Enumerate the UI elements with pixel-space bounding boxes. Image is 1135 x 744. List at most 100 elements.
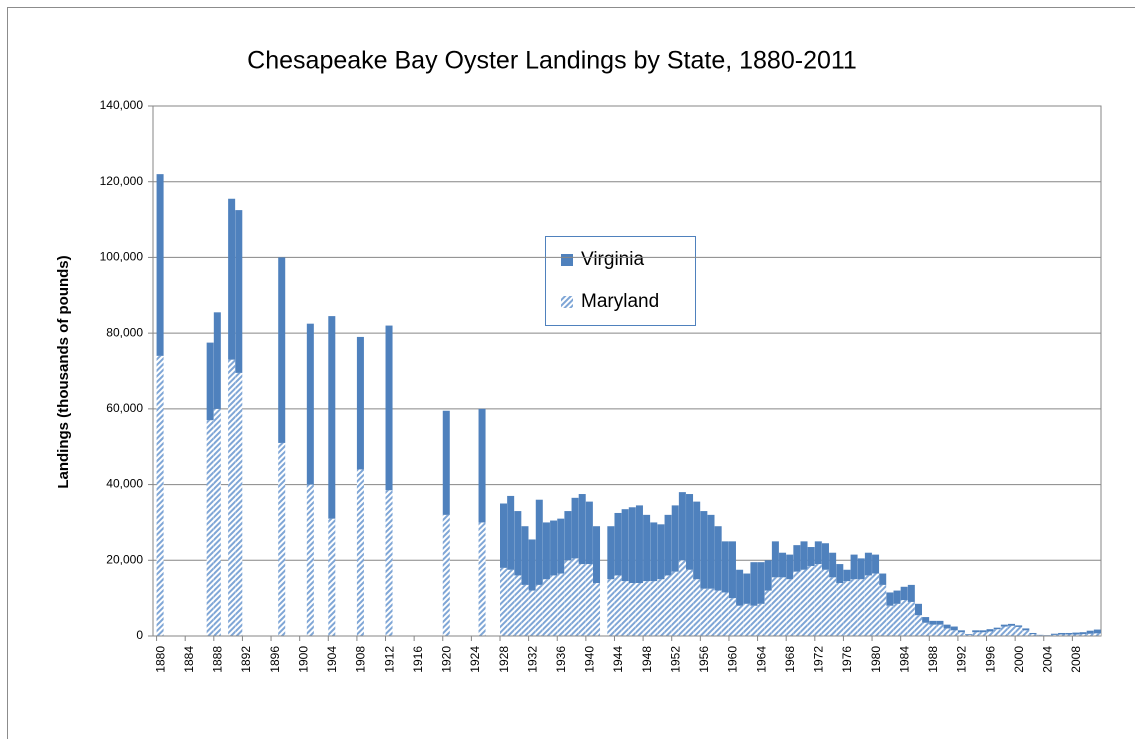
bar-segment — [944, 625, 951, 629]
bar-segment — [479, 409, 486, 523]
bar-segment — [865, 553, 872, 576]
bar-segment — [643, 515, 650, 581]
bar-segment — [479, 522, 486, 636]
bar-segment — [801, 570, 808, 636]
bar-segment — [779, 553, 786, 578]
bar-segment — [657, 524, 664, 579]
bar-segment — [793, 545, 800, 572]
bar-segment — [529, 539, 536, 590]
bar-segment — [693, 579, 700, 636]
x-tick-label: 1908 — [354, 646, 368, 673]
bar-segment — [278, 443, 285, 636]
bar-segment — [386, 490, 393, 636]
bar-segment — [707, 589, 714, 636]
x-tick-label: 1944 — [611, 646, 625, 673]
bar-segment — [843, 570, 850, 581]
bar-segment — [679, 560, 686, 636]
bar-segment — [836, 583, 843, 636]
bar-segment — [915, 615, 922, 636]
bar-segment — [815, 541, 822, 564]
y-tick-label: 140,000 — [100, 98, 144, 112]
bar-segment — [514, 575, 521, 636]
bar-segment — [743, 574, 750, 604]
x-tick-label: 1972 — [812, 646, 826, 673]
bar-segment — [822, 543, 829, 570]
bar-segment — [872, 574, 879, 636]
x-tick-label: 2008 — [1069, 646, 1083, 673]
x-tick-label: 1948 — [640, 646, 654, 673]
bar-segment — [772, 541, 779, 577]
legend-swatch — [561, 296, 573, 308]
bar-segment — [572, 558, 579, 636]
bar-segment — [1015, 625, 1022, 627]
bar-segment — [894, 604, 901, 636]
bar-segment — [529, 591, 536, 636]
bar-segment — [500, 568, 507, 636]
bar-segment — [543, 522, 550, 579]
x-tick-label: 1880 — [153, 646, 167, 673]
bar-segment — [729, 541, 736, 598]
x-tick-label: 1984 — [897, 646, 911, 673]
bar-segment — [901, 600, 908, 636]
bar-segment — [994, 628, 1001, 630]
x-tick-label: 1896 — [268, 646, 282, 673]
bar-segment — [1072, 633, 1079, 635]
bar-segment — [507, 570, 514, 636]
bar-segment — [958, 630, 965, 632]
bar-segment — [357, 337, 364, 470]
bar-segment — [879, 585, 886, 636]
bar-segment — [686, 570, 693, 636]
bar-segment — [1094, 630, 1101, 634]
x-tick-label: 1920 — [440, 646, 454, 673]
bar-segment — [1065, 633, 1072, 635]
bar-segment — [235, 210, 242, 373]
bar-segment — [550, 575, 557, 636]
bar-segment — [1058, 633, 1065, 635]
bar-segment — [700, 589, 707, 636]
bar-segment — [614, 513, 621, 575]
bar-segment — [328, 519, 335, 636]
bar-segment — [865, 575, 872, 636]
x-tick-label: 1952 — [668, 646, 682, 673]
bar-segment — [386, 326, 393, 491]
bar-segment — [572, 498, 579, 559]
bar-segment — [808, 566, 815, 636]
bar-segment — [987, 629, 994, 631]
bar-segment — [357, 469, 364, 636]
bar-segment — [536, 585, 543, 636]
bar-segment — [1001, 627, 1008, 636]
y-tick-label: 20,000 — [106, 552, 143, 566]
bar-segment — [715, 591, 722, 636]
bar-segment — [736, 606, 743, 636]
bar-segment — [929, 621, 936, 625]
bar-segment — [829, 577, 836, 636]
x-tick-label: 1924 — [468, 646, 482, 673]
bar-segment — [650, 581, 657, 636]
bar-segment — [951, 627, 958, 631]
bar-segment — [922, 617, 929, 623]
bar-segment — [908, 602, 915, 636]
bar-segment — [1051, 634, 1058, 635]
bar-segment — [922, 623, 929, 636]
x-tick-label: 1912 — [382, 646, 396, 673]
bar-segment — [278, 257, 285, 443]
bar-segment — [772, 577, 779, 636]
bar-segment — [307, 485, 314, 636]
x-tick-label: 1936 — [554, 646, 568, 673]
bar-segment — [822, 570, 829, 636]
bar-segment — [593, 526, 600, 583]
x-tick-label: 1964 — [754, 646, 768, 673]
bar-segment — [786, 579, 793, 636]
bar-segment — [801, 541, 808, 569]
bar-segment — [564, 511, 571, 560]
bar-segment — [908, 585, 915, 602]
bar-segment — [564, 560, 571, 636]
bar-segment — [657, 579, 664, 636]
bar-segment — [765, 560, 772, 590]
bar-segment — [972, 632, 979, 636]
bar-segment — [207, 420, 214, 636]
bar-segment — [758, 562, 765, 604]
bar-segment — [228, 199, 235, 360]
y-tick-label: 80,000 — [106, 325, 143, 339]
bar-segment — [901, 587, 908, 600]
